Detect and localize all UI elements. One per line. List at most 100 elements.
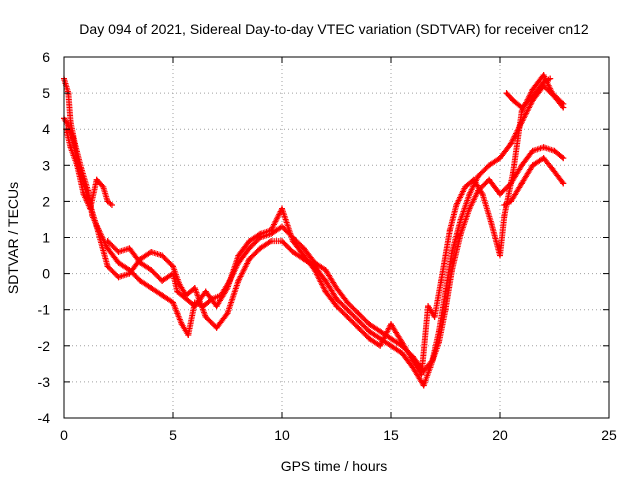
data-point [420, 382, 427, 389]
series-track-d [501, 75, 567, 209]
data-point [170, 299, 176, 306]
data-point [137, 277, 144, 284]
y-tick-label: -4 [38, 410, 51, 426]
data-point [279, 205, 285, 212]
data-point [560, 155, 567, 162]
data-point [191, 303, 198, 310]
data-point [540, 155, 547, 162]
data-point [289, 248, 296, 255]
data-point [224, 310, 231, 317]
data-point [431, 313, 438, 320]
data-point [435, 339, 442, 346]
data-point [549, 90, 556, 97]
grid-layer [64, 57, 609, 418]
series-track-c [63, 72, 567, 378]
data-point [74, 162, 81, 169]
y-tick-label: -2 [38, 338, 51, 354]
data-point [300, 245, 307, 252]
x-tick-label: 0 [60, 427, 68, 443]
data-point [510, 169, 517, 176]
data-point [93, 176, 100, 183]
data-point [115, 248, 122, 255]
x-axis-label: GPS time / hours [281, 458, 388, 474]
data-point [170, 270, 176, 277]
data-point [257, 245, 264, 252]
marks-layer [61, 72, 567, 389]
data-point [148, 266, 155, 273]
data-point [409, 357, 416, 364]
data-point [202, 288, 209, 295]
data-point [268, 238, 275, 245]
y-tick-label: 0 [42, 266, 50, 282]
data-point [344, 306, 351, 313]
data-point [104, 238, 111, 245]
data-point [529, 147, 536, 154]
data-point [104, 198, 111, 205]
data-point [497, 191, 503, 198]
data-point [529, 93, 536, 100]
data-point [540, 79, 547, 86]
y-tick-label: 5 [42, 85, 50, 101]
data-point [213, 303, 220, 310]
data-point [235, 277, 242, 284]
data-point [104, 245, 111, 252]
data-point [398, 350, 405, 357]
data-point [551, 147, 558, 154]
data-point [108, 202, 115, 209]
y-tick-label: 2 [42, 193, 50, 209]
x-tick-label: 10 [274, 427, 290, 443]
data-point [457, 230, 464, 237]
data-point [507, 140, 514, 147]
data-point [366, 321, 373, 328]
data-point [398, 339, 405, 346]
data-point [560, 100, 567, 107]
data-point [311, 266, 318, 273]
data-point [137, 259, 144, 266]
data-point [418, 371, 425, 378]
x-tick-label: 5 [169, 427, 177, 443]
data-point [453, 202, 460, 209]
data-point [446, 227, 453, 234]
data-point [174, 310, 181, 317]
data-point [87, 205, 94, 212]
data-point [67, 118, 74, 125]
data-point [470, 176, 477, 183]
data-point [159, 292, 166, 299]
y-tick-label: 4 [42, 121, 50, 137]
data-point [174, 288, 181, 295]
data-point [355, 317, 362, 324]
data-point [322, 266, 329, 273]
data-point [388, 321, 394, 328]
data-point [191, 285, 198, 292]
data-point [547, 75, 554, 82]
data-point [69, 133, 76, 140]
y-tick-label: 6 [42, 49, 50, 65]
data-point [540, 72, 547, 79]
data-point [246, 245, 253, 252]
data-point [388, 342, 394, 349]
data-point [377, 328, 384, 335]
data-point [540, 144, 547, 151]
data-point [148, 285, 155, 292]
data-point [518, 162, 525, 169]
data-point [80, 191, 87, 198]
data-point [213, 324, 220, 331]
data-point [518, 104, 525, 111]
y-tick-label: -1 [38, 302, 51, 318]
data-point [185, 331, 192, 338]
data-point [65, 122, 72, 129]
data-point [466, 191, 473, 198]
data-point [100, 183, 107, 190]
data-point [501, 202, 508, 209]
data-point [497, 155, 503, 162]
data-point [388, 335, 394, 342]
data-point [333, 295, 340, 302]
data-point [126, 245, 133, 252]
data-point [438, 277, 445, 284]
data-point [178, 321, 185, 328]
data-point [560, 180, 567, 187]
data-point [466, 205, 473, 212]
data-point [497, 252, 503, 259]
data-point [486, 176, 493, 183]
